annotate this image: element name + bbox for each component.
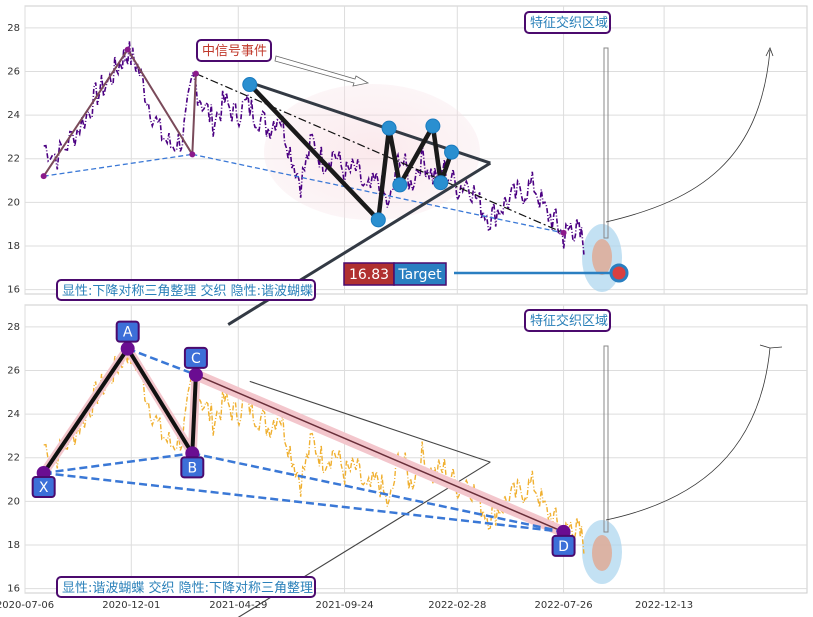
harmonic-label-box	[31, 476, 56, 498]
signal-event-arrow	[274, 55, 370, 87]
xb-dashed-top	[43, 153, 193, 177]
bd-dashed-top	[192, 153, 564, 234]
y-tick-bottom: 24	[7, 409, 20, 420]
y-tick-bottom: 16	[7, 584, 20, 595]
x-tick: 2020-07-06	[0, 600, 54, 611]
triangle-point	[242, 77, 258, 93]
harmonic-label-text: A	[123, 325, 133, 341]
projection-arrowhead-bottom	[759, 344, 783, 349]
target-value: 16.83	[349, 267, 389, 283]
triangle-upper-line-bottom	[249, 380, 491, 463]
harmonic-point-labels: X A B C D	[31, 320, 576, 557]
signal-event-label: 中信号事件	[196, 39, 272, 62]
harmonic-label-box	[180, 456, 205, 479]
harmonic-point	[120, 341, 135, 356]
harmonic-point	[188, 367, 203, 382]
harmonic-label-text: D	[558, 539, 569, 555]
harmonic-label-box	[183, 346, 208, 369]
triangle-point	[444, 144, 460, 160]
bottom-label-bottom: 显性:谐波蝴蝶 交织 隐性:下降对称三角整理	[56, 576, 316, 598]
triangle-point	[392, 177, 408, 193]
zone-label-bottom: 特征交织区域	[524, 309, 611, 332]
triangle-point	[433, 175, 449, 191]
harmonic-dashed-line	[43, 471, 564, 534]
harmonic-label-box	[551, 534, 576, 557]
pattern-point-top	[40, 173, 47, 180]
y-tick-top: 24	[7, 110, 20, 121]
tick-labels: 16 18 20 22 24 26 28 16 18 20 22 24 26 28 2020-07-06 20…	[0, 23, 693, 611]
triangle-point	[425, 118, 441, 134]
zone-marker-top	[603, 47, 609, 239]
target-text: Target	[397, 267, 442, 283]
pattern-point-top	[192, 70, 199, 77]
harmonic-label-box	[115, 320, 140, 343]
harmonic-label-text: B	[188, 460, 198, 476]
projection-curve-top	[605, 49, 771, 223]
y-tick-top: 16	[7, 285, 20, 296]
x-tick: 2021-09-24	[315, 600, 373, 611]
x-tick: 2022-07-26	[535, 600, 593, 611]
harmonic-label-text: C	[191, 351, 201, 367]
y-tick-bottom: 22	[7, 453, 20, 464]
projection-arrowhead-top	[765, 47, 774, 57]
pattern-point-top	[189, 151, 196, 158]
x-tick: 2021-04-29	[209, 600, 267, 611]
y-tick-top: 22	[7, 154, 20, 165]
harmonic-dashed-line	[192, 452, 564, 534]
pattern-highlight-ellipse	[264, 84, 480, 220]
triangle-point	[370, 212, 386, 228]
y-tick-top: 20	[7, 197, 20, 208]
y-tick-top: 28	[7, 23, 20, 34]
bottom-label-bottom-text: 显性:谐波蝴蝶 交织 隐性:下降对称三角整理	[62, 580, 313, 596]
pattern-point-top	[560, 229, 567, 236]
xabc-line	[42, 346, 198, 475]
zone-label-top: 特征交织区域	[524, 11, 611, 34]
cd-dashdot-top	[195, 73, 564, 234]
top-overlay-layer	[40, 46, 567, 326]
x-tick: 2022-02-28	[428, 600, 486, 611]
y-tick-bottom: 26	[7, 365, 20, 376]
harmonic-dashed-line	[127, 347, 197, 376]
y-tick-top: 26	[7, 66, 20, 77]
harmonic-dashed-line	[43, 452, 193, 475]
x-tick: 2022-12-13	[635, 600, 693, 611]
y-tick-top: 18	[7, 241, 20, 252]
x-tick: 2020-12-01	[102, 600, 160, 611]
y-tick-bottom: 28	[7, 322, 20, 333]
projection-curve-bottom	[605, 347, 771, 521]
bottom-overlay-layer	[36, 341, 571, 617]
zone-marker-bottom	[603, 345, 609, 533]
target-marker	[609, 263, 629, 283]
cd-line	[195, 374, 564, 533]
harmonic-label-text: X	[39, 480, 49, 496]
y-tick-bottom: 18	[7, 540, 20, 551]
zone-core-top	[592, 239, 612, 275]
y-tick-bottom: 20	[7, 496, 20, 507]
zone-label-bottom-text: 特征交织区域	[530, 313, 608, 329]
bottom-panel-frame	[24, 304, 808, 594]
pattern-zigzag-top	[42, 47, 197, 177]
target-label: 16.83 Target	[343, 262, 447, 286]
bottom-label-top: 显性:下降对称三角整理 交织 隐性:谐波蝴蝶	[56, 279, 316, 301]
zone-core-bottom	[592, 535, 612, 571]
zone-label-top-text: 特征交织区域	[530, 15, 608, 31]
triangle-point	[381, 120, 397, 136]
bottom-label-top-text: 显性:下降对称三角整理 交织 隐性:谐波蝴蝶	[62, 283, 313, 299]
pattern-point-top	[124, 46, 131, 53]
signal-event-text: 中信号事件	[202, 44, 267, 59]
